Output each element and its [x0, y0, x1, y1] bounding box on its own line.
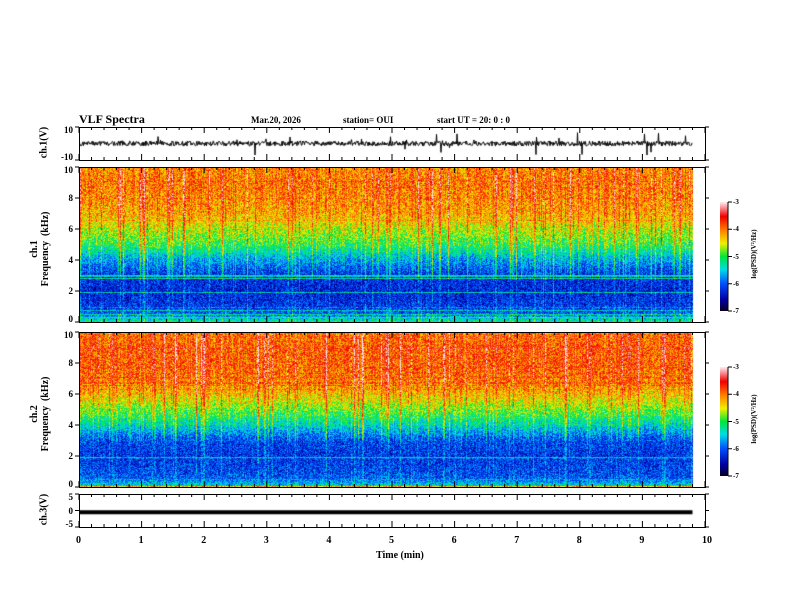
y-tick-label: 0	[68, 479, 74, 489]
y-tick-label: 5	[68, 492, 74, 502]
y-tick-label: 4	[68, 255, 74, 265]
y-tick-label: 0	[68, 314, 74, 324]
y-tick-label: 2	[68, 286, 74, 296]
x-tick-label: 5	[389, 535, 394, 546]
y-tick-label: 4	[68, 420, 74, 430]
ch1-y-label: ch.1(V)	[38, 126, 50, 159]
colorbar-tick-label: -6	[733, 445, 739, 453]
colorbar-tick-label: -7	[733, 307, 739, 315]
x-tick-label: 3	[263, 535, 269, 546]
panel-frame	[79, 167, 706, 323]
y-tick-label: 6	[68, 224, 74, 234]
y-tick-label: 10	[64, 125, 73, 135]
colorbar-tick-label: -5	[733, 418, 739, 426]
colorbar-tick-label: -4	[733, 390, 739, 398]
x-tick-label: 8	[576, 535, 582, 546]
colorbar-tick-label: -4	[733, 225, 739, 233]
ch2-colorbar	[720, 367, 728, 476]
y-tick-label: 8	[68, 358, 74, 368]
x-tick-label: 1	[138, 535, 144, 546]
colorbar2-label: log(PSD)(V²/Hz)	[750, 394, 758, 444]
ch2-spectrogram-plot	[79, 332, 705, 487]
y-tick-label: 0	[68, 506, 74, 516]
x-axis-label: Time (min)	[376, 550, 424, 561]
colorbar-tick-label: -7	[733, 472, 739, 480]
x-tick-label: 7	[514, 535, 520, 546]
colorbar-tick-label: -3	[733, 363, 739, 371]
y-tick-label: 2	[68, 451, 74, 461]
start-time-label: start UT = 20: 0 : 0	[437, 115, 510, 125]
colorbar1-label: log(PSD)(V²/Hz)	[750, 229, 758, 279]
y-tick-label: 6	[68, 389, 74, 399]
ch1-spectrogram-plot	[79, 167, 705, 322]
y-tick-label: 10	[64, 165, 73, 175]
x-tick-label: 4	[326, 535, 332, 546]
x-tick-label: 2	[201, 535, 207, 546]
y-tick-label: 10	[64, 330, 73, 340]
ch1-spectrogram-y-label: ch.1 Frequency (kHz)	[29, 211, 51, 287]
colorbar-tick-label: -6	[733, 280, 739, 288]
y-tick-label: 8	[68, 193, 74, 203]
y-tick-label: -5	[65, 519, 74, 529]
ch2-spectrogram-y-label: ch.2 Frequency (kHz)	[29, 376, 51, 452]
x-tick-label: 6	[451, 535, 457, 546]
x-tick-label: 10	[702, 535, 712, 546]
x-tick-label: 9	[639, 535, 645, 546]
ch1-colorbar	[720, 202, 728, 311]
x-tick-label: 0	[76, 535, 81, 546]
figure-title: VLF Spectra	[79, 112, 145, 126]
ch3-y-label: ch.3(V)	[38, 493, 50, 526]
date-label: Mar.20, 2026	[251, 115, 301, 125]
station-label: station= OUI	[343, 115, 394, 125]
colorbar-tick-label: -3	[733, 198, 739, 206]
y-tick-label: -10	[61, 152, 73, 162]
panel-frame	[79, 332, 706, 488]
colorbar-tick-label: -5	[733, 253, 739, 261]
